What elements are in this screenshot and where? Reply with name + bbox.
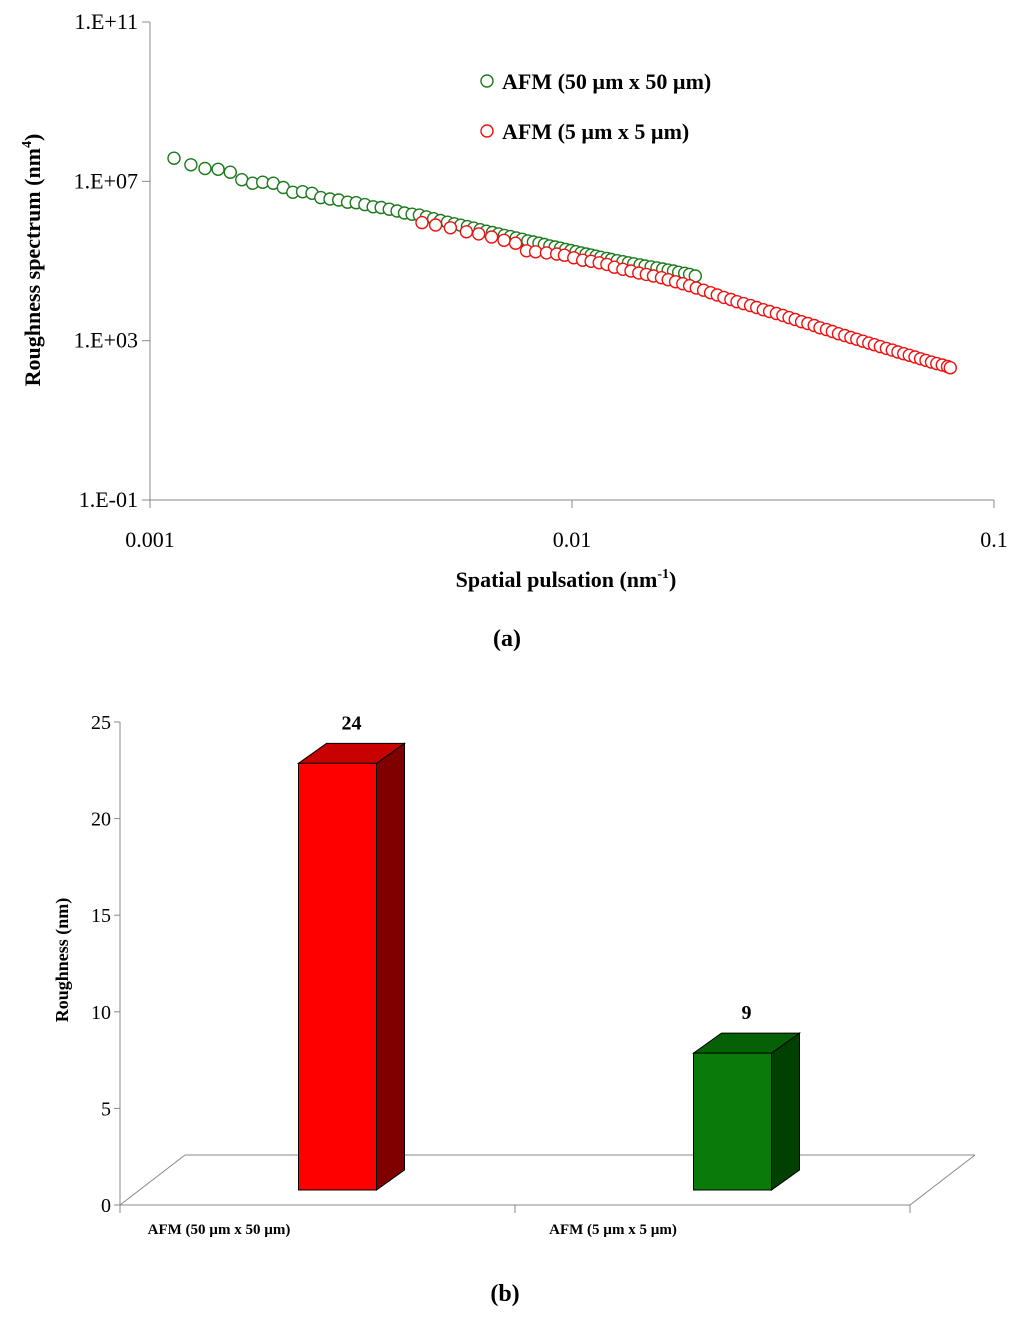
legend-marker-series-1 <box>480 74 494 88</box>
data-point <box>415 215 429 230</box>
floor-left-edge <box>119 1154 186 1206</box>
data-point <box>943 361 957 375</box>
series-group-a <box>167 151 957 375</box>
data-point <box>497 233 511 248</box>
y-axis-title-a-tail: ) <box>20 134 45 141</box>
panel-label-b: (b) <box>490 1281 519 1307</box>
bar-value-label-1: 9 <box>742 1002 752 1024</box>
data-point <box>223 165 238 179</box>
data-point <box>211 162 225 177</box>
x-category-label-0: AFM (50 µm x 50 µm) <box>148 1222 291 1238</box>
data-point <box>528 245 543 259</box>
bar-1: 9 <box>691 1002 802 1191</box>
bar-value-label-0: 24 <box>342 712 362 734</box>
x-axis-title-a: Spatial pulsation (nm-1) <box>456 567 677 592</box>
x-category-label-1: AFM (5 µm x 5 µm) <box>549 1222 677 1238</box>
y-axis-title-b: Roughness (nm) <box>52 898 73 1023</box>
y-tick-label-a-2: 1.E+07 <box>74 168 138 193</box>
data-point <box>459 225 474 239</box>
legend-label-series-2: AFM (5 µm x 5 µm) <box>502 119 689 144</box>
chart-a: 0.001 0.01 0.1 1.E-01 1.E+03 1.E+07 1.E+11 AFM… <box>20 9 1008 652</box>
bar-side <box>376 742 405 1191</box>
bar-0: 24 <box>296 712 407 1191</box>
x-tick-label-a-0: 0.001 <box>125 527 175 552</box>
y-tick-label-a-0: 1.E-01 <box>79 487 138 512</box>
y-axis-title-a: Roughness spectrum (nm4) <box>20 134 45 387</box>
y-axis-title-a-main: Roughness spectrum (nm <box>20 148 45 386</box>
panel-label-a: (a) <box>493 626 521 652</box>
y-tick-label-b-5: 25 <box>91 712 111 734</box>
x-tick-label-a-2: 0.1 <box>980 527 1008 552</box>
plot-frame-b <box>119 722 976 1213</box>
data-point <box>508 236 523 250</box>
legend-label-series-1: AFM (50 µm x 50 µm) <box>502 69 711 94</box>
y-tick-label-b-3: 15 <box>91 905 111 927</box>
data-point <box>167 151 181 165</box>
data-point <box>198 161 212 176</box>
legend-a: AFM (50 µm x 50 µm) AFM (5 µm x 5 µm) <box>480 69 711 144</box>
x-axis-title-a-tail: ) <box>669 567 676 592</box>
y-tick-label-b-0: 0 <box>101 1195 111 1217</box>
bar-group-b: 24 9 <box>296 712 802 1191</box>
bar-side <box>771 1032 800 1191</box>
data-point <box>484 230 499 244</box>
tick-group-a: 0.001 0.01 0.1 1.E-01 1.E+03 1.E+07 1.E+11 <box>74 9 1008 552</box>
series-2 <box>415 215 957 375</box>
x-axis-title-a-main: Spatial pulsation (nm <box>456 567 658 592</box>
data-point <box>472 227 486 241</box>
bar-front <box>693 1052 772 1191</box>
floor-right-edge <box>909 1154 976 1206</box>
y-axis-title-a-sup: 4 <box>20 141 35 148</box>
data-point <box>428 218 443 232</box>
x-axis-title-a-sup: -1 <box>657 567 669 582</box>
y-tick-label-a-1: 1.E+03 <box>74 328 138 353</box>
data-point <box>184 158 198 172</box>
x-tick-label-a-1: 0.01 <box>553 527 592 552</box>
y-tick-label-b-2: 10 <box>91 1002 111 1024</box>
data-point <box>443 221 458 235</box>
y-tick-label-b-1: 5 <box>101 1098 111 1120</box>
tick-group-b: 0 5 10 15 20 25 <box>91 712 120 1217</box>
y-tick-label-a-3: 1.E+11 <box>74 9 138 34</box>
bar-front <box>298 762 377 1191</box>
legend-marker-series-2 <box>480 124 494 138</box>
chart-b: 0 5 10 15 20 25 24 9 AFM (50 µm x 50 µm) AFM (… <box>52 712 976 1307</box>
y-tick-label-b-4: 20 <box>91 809 111 831</box>
series-1 <box>167 151 702 283</box>
